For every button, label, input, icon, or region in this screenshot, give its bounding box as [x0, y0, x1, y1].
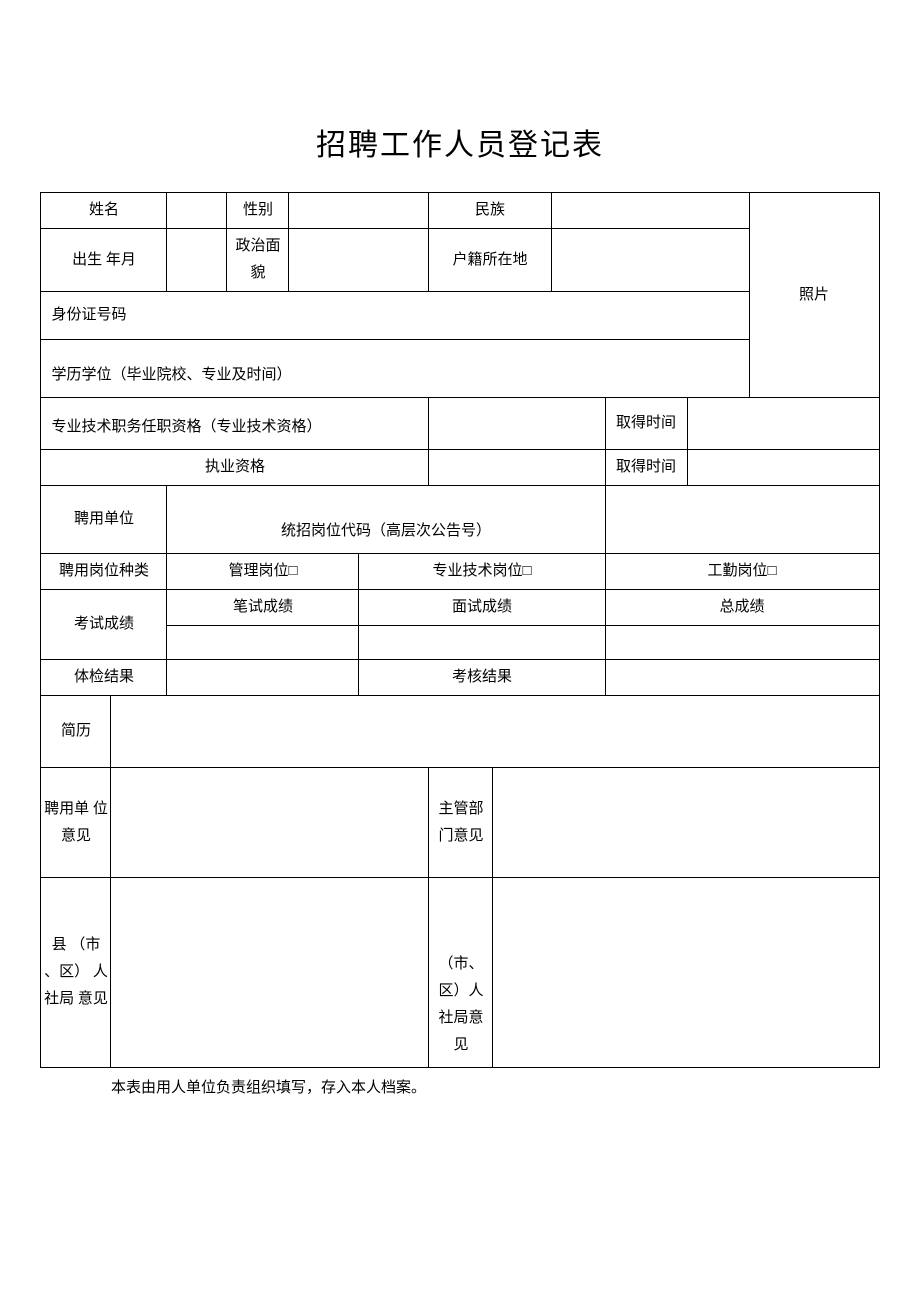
value-name[interactable]: [167, 193, 227, 229]
label-id-number[interactable]: 身份证号码: [41, 292, 749, 340]
label-city-opinion: （市、 区）人 社局意 见: [429, 878, 493, 1068]
option-tech-post[interactable]: 专业技术岗位□: [359, 554, 605, 590]
label-obtain-time-1: 取得时间: [605, 398, 687, 450]
label-position-code: 统招岗位代码（高层次公告号）: [167, 486, 605, 554]
label-county-opinion: 县 （市 、区） 人社局 意见: [41, 878, 111, 1068]
value-dept-opinion[interactable]: [493, 768, 879, 878]
value-residence[interactable]: [551, 229, 749, 292]
label-employer: 聘用单位: [41, 486, 167, 554]
label-birth: 出生 年月: [41, 229, 167, 292]
label-written: 笔试成绩: [167, 590, 359, 626]
value-physical[interactable]: [167, 660, 359, 696]
label-obtain-time-2: 取得时间: [605, 450, 687, 486]
photo-cell[interactable]: 照片: [749, 193, 879, 398]
value-position-code[interactable]: [605, 486, 879, 554]
registration-form-table: 姓名 性别 民族 照片 出生 年月 政治面 貌 户籍所在地 身份证号码 学历学位…: [40, 192, 879, 1068]
value-resume[interactable]: [111, 696, 879, 768]
label-total: 总成绩: [605, 590, 879, 626]
value-interview[interactable]: [359, 626, 605, 660]
value-license-time[interactable]: [687, 450, 879, 486]
value-county-opinion[interactable]: [111, 878, 429, 1068]
label-employer-opinion: 聘用单 位意见: [41, 768, 111, 878]
label-position-type: 聘用岗位种类: [41, 554, 167, 590]
label-exam-score: 考试成绩: [41, 590, 167, 660]
value-assessment[interactable]: [605, 660, 879, 696]
value-employer-opinion[interactable]: [111, 768, 429, 878]
label-dept-opinion: 主管部 门意见: [429, 768, 493, 878]
footer-note: 本表由用人单位负责组织填写，存入本人档案。: [41, 1076, 879, 1097]
label-political: 政治面 貌: [227, 229, 289, 292]
label-ethnicity: 民族: [429, 193, 551, 229]
form-title: 招聘工作人员登记表: [40, 120, 880, 164]
label-license: 执业资格: [41, 450, 429, 486]
label-assessment: 考核结果: [359, 660, 605, 696]
label-resume: 简历: [41, 696, 111, 768]
option-labor-post[interactable]: 工勤岗位□: [605, 554, 879, 590]
value-pro-qual[interactable]: [429, 398, 605, 450]
label-gender: 性别: [227, 193, 289, 229]
value-birth[interactable]: [167, 229, 227, 292]
option-mgmt-post[interactable]: 管理岗位□: [167, 554, 359, 590]
value-political[interactable]: [289, 229, 429, 292]
value-total[interactable]: [605, 626, 879, 660]
label-physical: 体检结果: [41, 660, 167, 696]
value-license[interactable]: [429, 450, 605, 486]
value-gender[interactable]: [289, 193, 429, 229]
value-ethnicity[interactable]: [551, 193, 749, 229]
label-education[interactable]: 学历学位（毕业院校、专业及时间）: [41, 340, 749, 398]
label-residence: 户籍所在地: [429, 229, 551, 292]
value-city-opinion[interactable]: [493, 878, 879, 1068]
value-pro-qual-time[interactable]: [687, 398, 879, 450]
value-written[interactable]: [167, 626, 359, 660]
label-name: 姓名: [41, 193, 167, 229]
label-pro-qual: 专业技术职务任职资格（专业技术资格）: [41, 398, 429, 450]
label-interview: 面试成绩: [359, 590, 605, 626]
